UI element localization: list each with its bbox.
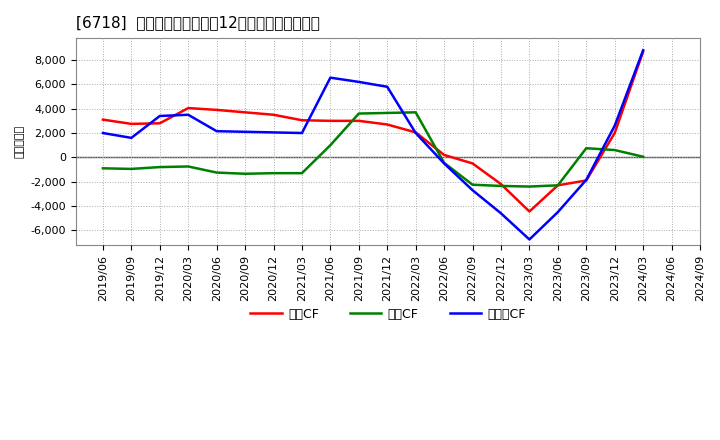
営業CF (354, 118, 363, 124)
営業CF (611, 130, 619, 136)
フリーCF (639, 48, 647, 53)
投資CF (326, 143, 335, 148)
投資CF (497, 183, 505, 189)
Line: フリーCF: フリーCF (103, 50, 643, 239)
フリーCF (611, 123, 619, 128)
投資CF (212, 170, 221, 175)
営業CF (212, 107, 221, 113)
Line: 投資CF: 投資CF (103, 112, 643, 187)
投資CF (354, 111, 363, 116)
投資CF (297, 171, 306, 176)
Text: [6718]  キャッシュフローの12か月移動合計の推移: [6718] キャッシュフローの12か月移動合計の推移 (76, 15, 320, 30)
フリーCF (184, 112, 192, 117)
フリーCF (127, 135, 135, 140)
営業CF (326, 118, 335, 124)
営業CF (525, 209, 534, 214)
フリーCF (326, 75, 335, 80)
営業CF (99, 117, 107, 122)
投資CF (383, 110, 392, 116)
投資CF (525, 184, 534, 189)
営業CF (468, 161, 477, 166)
フリーCF (269, 130, 278, 135)
投資CF (240, 171, 249, 176)
営業CF (411, 130, 420, 135)
営業CF (497, 181, 505, 187)
Y-axis label: （百万円）: （百万円） (15, 125, 25, 158)
フリーCF (468, 187, 477, 193)
フリーCF (297, 130, 306, 136)
フリーCF (156, 114, 164, 119)
投資CF (611, 147, 619, 153)
フリーCF (554, 209, 562, 215)
営業CF (383, 122, 392, 127)
営業CF (582, 178, 590, 183)
フリーCF (212, 128, 221, 134)
フリーCF (497, 211, 505, 216)
営業CF (440, 152, 449, 158)
営業CF (240, 110, 249, 115)
営業CF (156, 121, 164, 126)
投資CF (639, 154, 647, 159)
フリーCF (354, 79, 363, 84)
Line: 営業CF: 営業CF (103, 51, 643, 212)
フリーCF (99, 130, 107, 136)
営業CF (184, 106, 192, 111)
投資CF (411, 110, 420, 115)
営業CF (127, 121, 135, 127)
投資CF (468, 182, 477, 187)
投資CF (269, 171, 278, 176)
Legend: 営業CF, 投資CF, フリーCF: 営業CF, 投資CF, フリーCF (246, 303, 531, 326)
投資CF (440, 160, 449, 165)
投資CF (554, 183, 562, 188)
投資CF (127, 166, 135, 172)
フリーCF (411, 130, 420, 136)
フリーCF (240, 129, 249, 135)
フリーCF (525, 237, 534, 242)
フリーCF (440, 161, 449, 166)
営業CF (269, 112, 278, 117)
投資CF (156, 165, 164, 170)
営業CF (639, 49, 647, 54)
フリーCF (582, 177, 590, 183)
営業CF (297, 117, 306, 123)
フリーCF (383, 84, 392, 89)
投資CF (184, 164, 192, 169)
投資CF (582, 146, 590, 151)
投資CF (99, 166, 107, 171)
営業CF (554, 183, 562, 188)
